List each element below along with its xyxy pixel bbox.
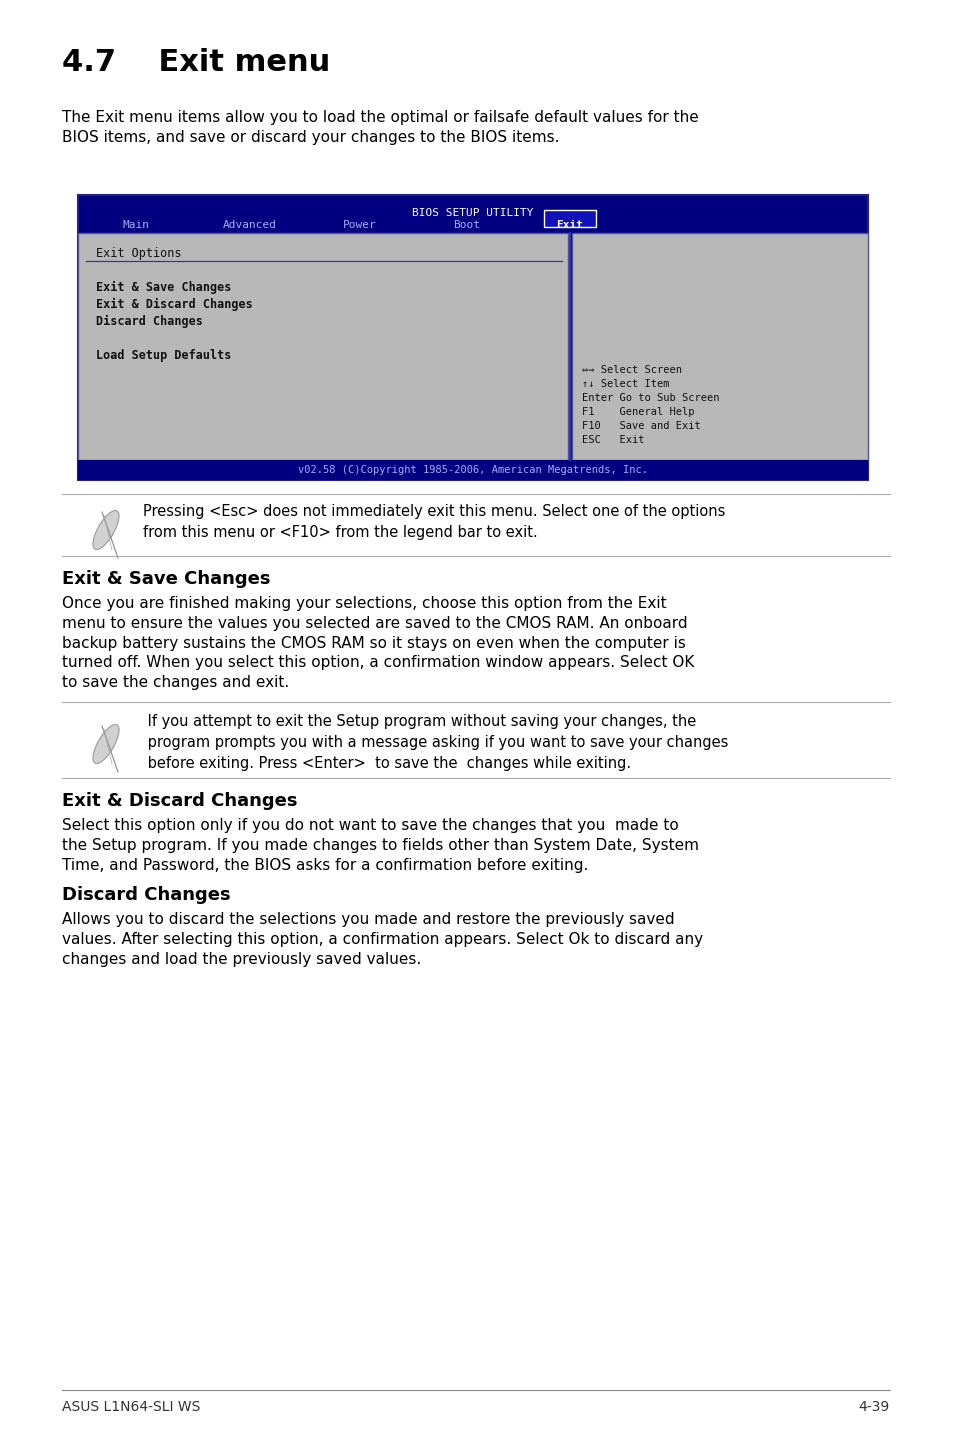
Text: F10   Save and Exit: F10 Save and Exit (581, 421, 700, 431)
Text: Discard Changes: Discard Changes (62, 886, 231, 905)
Bar (78, 233, 567, 460)
Text: Load Setup Defaults: Load Setup Defaults (96, 349, 232, 362)
Text: Exit Options: Exit Options (96, 247, 181, 260)
Polygon shape (92, 725, 119, 764)
Text: Discard Changes: Discard Changes (96, 315, 203, 328)
Bar (78, 196, 867, 480)
Polygon shape (92, 510, 119, 549)
Text: Exit & Save Changes: Exit & Save Changes (62, 569, 271, 588)
Text: Once you are finished making your selections, choose this option from the Exit
m: Once you are finished making your select… (62, 595, 694, 690)
Text: Exit: Exit (556, 220, 583, 230)
Text: Exit & Discard Changes: Exit & Discard Changes (62, 792, 297, 810)
Bar (543, 210, 596, 227)
Text: If you attempt to exit the Setup program without saving your changes, the
 progr: If you attempt to exit the Setup program… (143, 715, 727, 771)
Text: Power: Power (343, 220, 376, 230)
Text: Pressing <Esc> does not immediately exit this menu. Select one of the options
fr: Pressing <Esc> does not immediately exit… (143, 503, 724, 541)
Text: Main: Main (123, 220, 150, 230)
Text: Exit & Discard Changes: Exit & Discard Changes (96, 298, 253, 311)
Bar (78, 460, 867, 480)
Text: F1    General Help: F1 General Help (581, 407, 694, 417)
Text: 4.7    Exit menu: 4.7 Exit menu (62, 47, 330, 78)
Text: ⇔⇒ Select Screen: ⇔⇒ Select Screen (581, 365, 681, 375)
Text: ASUS L1N64-SLI WS: ASUS L1N64-SLI WS (62, 1401, 200, 1414)
Text: The Exit menu items allow you to load the optimal or failsafe default values for: The Exit menu items allow you to load th… (62, 109, 698, 145)
Bar (572, 233, 867, 460)
Text: ESC   Exit: ESC Exit (581, 436, 644, 444)
Text: Allows you to discard the selections you made and restore the previously saved
v: Allows you to discard the selections you… (62, 912, 702, 966)
Text: Advanced: Advanced (223, 220, 276, 230)
Text: v02.58 (C)Copyright 1985-2006, American Megatrends, Inc.: v02.58 (C)Copyright 1985-2006, American … (297, 464, 647, 475)
Text: BIOS SETUP UTILITY: BIOS SETUP UTILITY (412, 209, 533, 219)
Text: 4-39: 4-39 (858, 1401, 889, 1414)
Text: ↑↓ Select Item: ↑↓ Select Item (581, 380, 669, 390)
Text: Exit & Save Changes: Exit & Save Changes (96, 280, 232, 295)
Text: Boot: Boot (453, 220, 479, 230)
Text: Enter Go to Sub Screen: Enter Go to Sub Screen (581, 393, 719, 403)
Text: Select this option only if you do not want to save the changes that you  made to: Select this option only if you do not wa… (62, 818, 699, 873)
